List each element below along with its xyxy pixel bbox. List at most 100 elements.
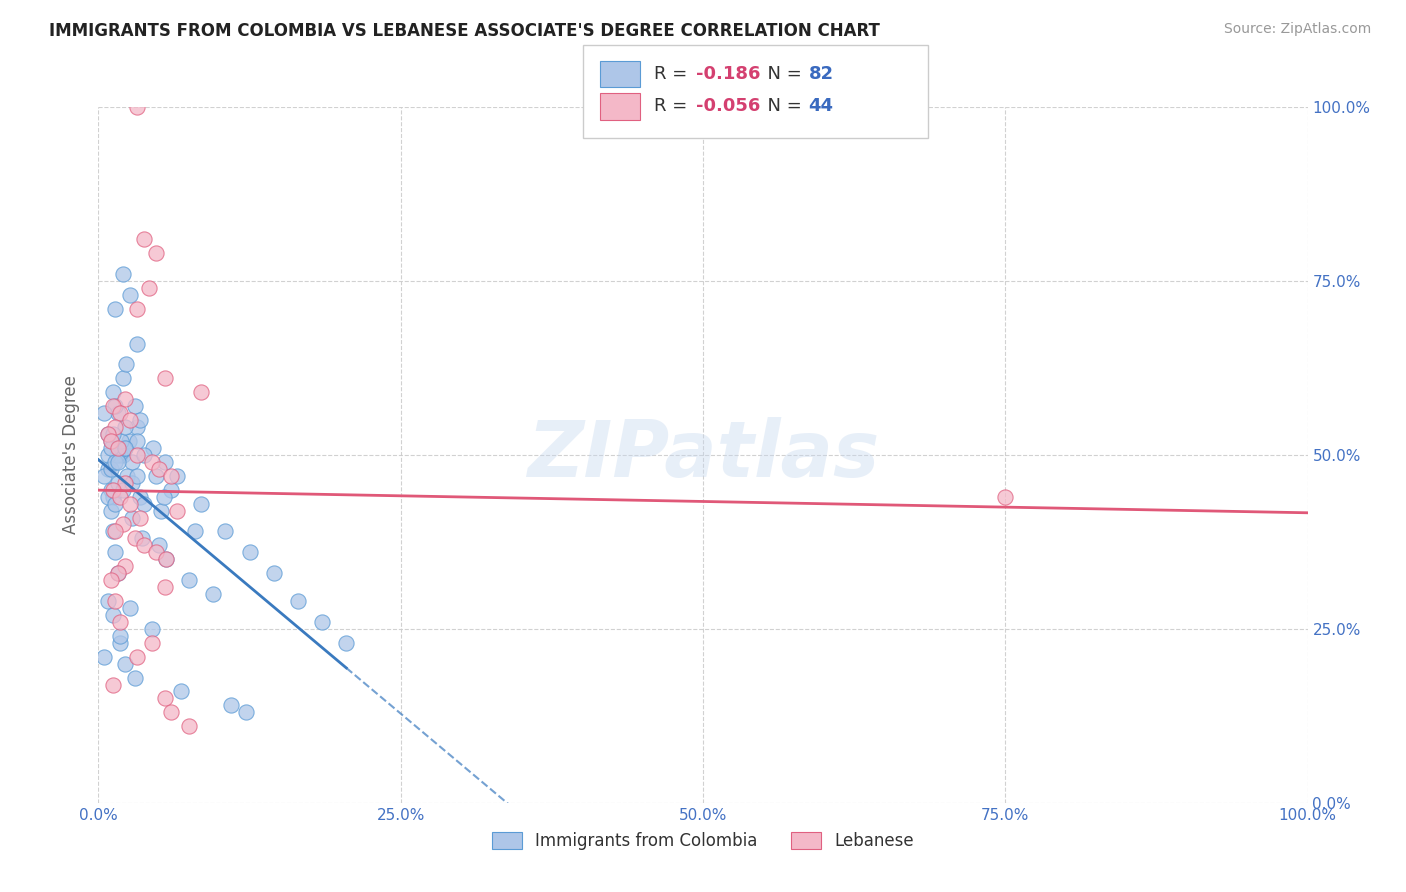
Point: [100, 503, 122, 517]
Point: [121, 455, 143, 469]
Point: [150, 503, 173, 517]
Point: [145, 246, 167, 260]
Point: [128, 490, 150, 504]
Text: R =: R =: [654, 97, 693, 115]
Point: [124, 671, 146, 685]
Point: [118, 434, 141, 448]
Point: [127, 434, 149, 448]
Point: [127, 301, 149, 316]
Point: [107, 475, 129, 490]
Point: [111, 448, 134, 462]
Point: [128, 510, 150, 524]
Point: [118, 601, 141, 615]
Point: [169, 684, 191, 698]
Point: [104, 420, 127, 434]
Point: [114, 657, 136, 671]
Point: [335, 636, 357, 650]
Point: [148, 538, 170, 552]
Point: [107, 566, 129, 581]
Point: [190, 497, 212, 511]
Point: [152, 490, 174, 504]
Point: [97, 490, 120, 504]
Point: [108, 615, 131, 629]
Point: [184, 524, 207, 539]
Point: [108, 636, 131, 650]
Point: [97, 427, 120, 442]
Point: [101, 483, 124, 497]
Point: [994, 490, 1017, 504]
Point: [97, 594, 120, 608]
Point: [108, 448, 131, 462]
Point: [101, 427, 124, 442]
Point: [153, 371, 176, 385]
Point: [104, 497, 127, 511]
Point: [104, 545, 127, 559]
Point: [108, 629, 131, 643]
Point: [155, 552, 177, 566]
Point: [128, 413, 150, 427]
Point: [121, 475, 143, 490]
Point: [114, 475, 136, 490]
Text: IMMIGRANTS FROM COLOMBIA VS LEBANESE ASSOCIATE'S DEGREE CORRELATION CHART: IMMIGRANTS FROM COLOMBIA VS LEBANESE ASS…: [49, 22, 880, 40]
Point: [141, 636, 163, 650]
Point: [104, 301, 127, 316]
Point: [287, 594, 309, 608]
Point: [263, 566, 285, 581]
Point: [235, 706, 257, 720]
Point: [108, 406, 131, 420]
Point: [107, 566, 129, 581]
Legend: Immigrants from Colombia, Lebanese: Immigrants from Colombia, Lebanese: [485, 826, 921, 857]
Point: [100, 573, 122, 587]
Point: [101, 607, 124, 622]
Text: N =: N =: [756, 65, 808, 83]
Point: [138, 281, 160, 295]
Point: [141, 622, 163, 636]
Point: [93, 406, 115, 420]
Point: [108, 490, 131, 504]
Point: [153, 580, 176, 594]
Point: [100, 434, 122, 448]
Point: [101, 399, 124, 413]
Point: [127, 420, 149, 434]
Point: [114, 420, 136, 434]
Point: [179, 573, 201, 587]
Point: [155, 552, 177, 566]
Point: [118, 497, 141, 511]
Point: [101, 677, 124, 691]
Point: [101, 490, 124, 504]
Point: [114, 392, 136, 407]
Point: [221, 698, 243, 713]
Point: [166, 503, 188, 517]
Y-axis label: Associate's Degree: Associate's Degree: [62, 376, 80, 534]
Point: [100, 434, 122, 448]
Point: [311, 615, 333, 629]
Point: [110, 434, 132, 448]
Point: [107, 455, 129, 469]
Point: [118, 413, 141, 427]
Point: [104, 399, 127, 413]
Text: N =: N =: [756, 97, 808, 115]
Point: [114, 441, 136, 455]
Text: ZIPatlas: ZIPatlas: [527, 417, 879, 493]
Point: [134, 497, 156, 511]
Point: [93, 468, 115, 483]
Text: R =: R =: [654, 65, 693, 83]
Point: [118, 288, 141, 302]
Point: [131, 532, 153, 546]
Point: [202, 587, 225, 601]
Point: [127, 100, 149, 114]
Point: [127, 448, 149, 462]
Text: -0.056: -0.056: [696, 97, 761, 115]
Point: [111, 371, 134, 385]
Point: [100, 483, 122, 497]
Point: [107, 406, 129, 420]
Point: [239, 545, 262, 559]
Point: [105, 448, 128, 462]
Point: [111, 517, 134, 532]
Point: [101, 385, 124, 400]
Text: -0.186: -0.186: [696, 65, 761, 83]
Point: [145, 468, 167, 483]
Point: [134, 538, 156, 552]
Point: [127, 336, 149, 351]
Point: [214, 524, 236, 539]
